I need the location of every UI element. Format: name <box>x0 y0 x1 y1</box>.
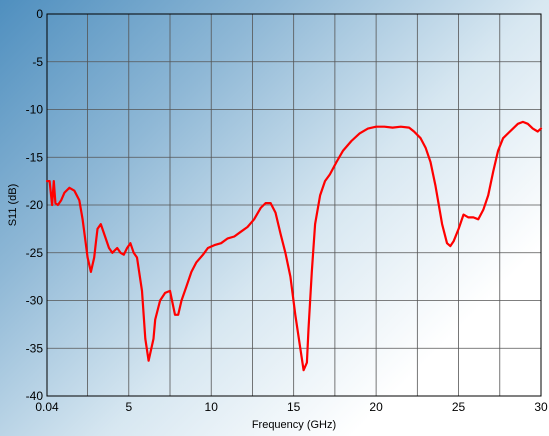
y-tick-label: -5 <box>32 55 43 69</box>
y-tick-label: -10 <box>26 103 44 117</box>
grid <box>47 14 541 396</box>
y-tick-labels: 0 -5 -10 -15 -20 -25 -30 -35 -40 <box>26 7 44 403</box>
x-tick-label: 10 <box>205 400 219 414</box>
x-tick-label: 25 <box>452 400 466 414</box>
y-tick-label: -15 <box>26 150 44 164</box>
y-tick-label: -30 <box>26 294 44 308</box>
y-tick-label: -25 <box>26 246 44 260</box>
y-tick-label: -20 <box>26 198 44 212</box>
y-tick-label: -35 <box>26 341 44 355</box>
y-tick-label: 0 <box>36 7 43 21</box>
x-tick-labels: 0.04 5 10 15 20 25 30 <box>35 400 548 414</box>
plot-border <box>46 13 542 397</box>
x-tick-label: 30 <box>534 400 548 414</box>
x-tick-label: 0.04 <box>35 400 59 414</box>
x-tick-label: 20 <box>369 400 383 414</box>
x-tick-label: 5 <box>125 400 132 414</box>
x-axis-label: Frequency (GHz) <box>252 419 336 431</box>
y-tick-label: -40 <box>26 389 44 403</box>
x-tick-label: 15 <box>287 400 301 414</box>
series-group <box>45 120 543 372</box>
series-line-0 <box>45 120 543 372</box>
y-axis-label: S11 (dB) <box>7 184 19 227</box>
